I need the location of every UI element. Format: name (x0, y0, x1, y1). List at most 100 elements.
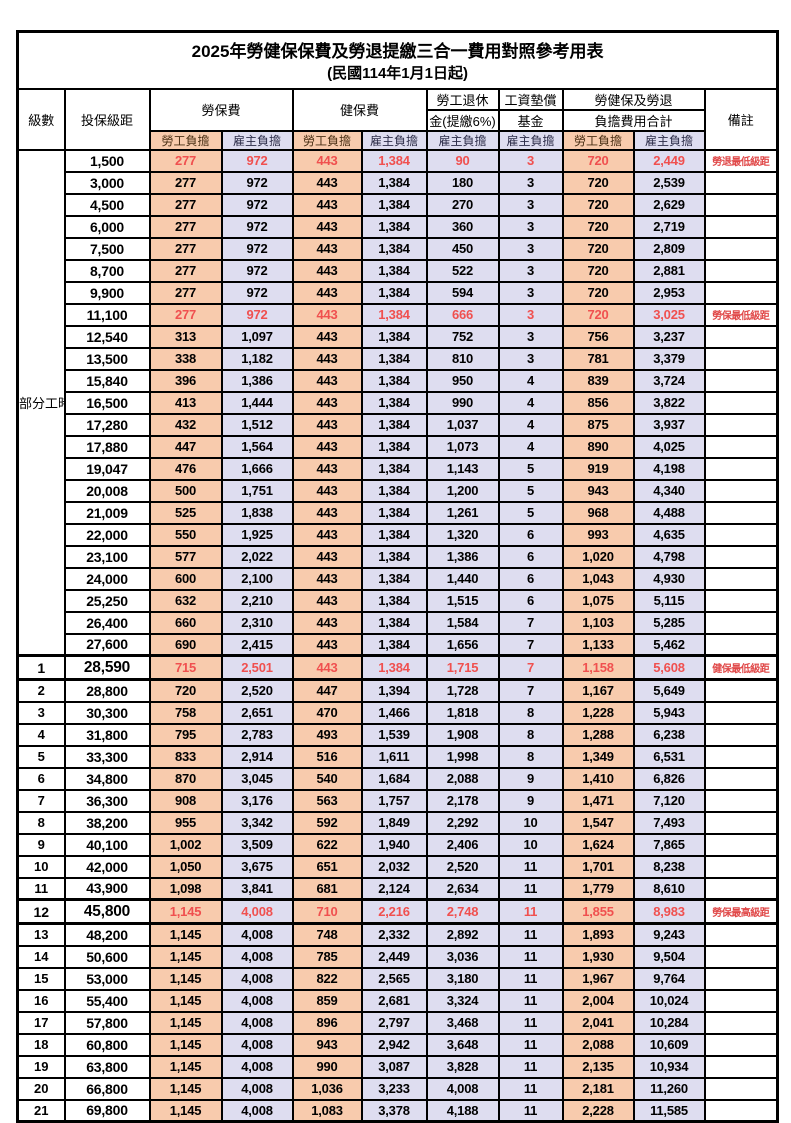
value-cell: 1,384 (360, 588, 428, 613)
value-cell: 1,940 (360, 832, 428, 857)
remark-cell (703, 1010, 779, 1035)
value-cell: 443 (291, 522, 363, 547)
value-cell: 1,394 (360, 678, 428, 703)
value-cell: 10 (497, 810, 564, 835)
value-cell: 681 (291, 876, 363, 901)
value-cell: 493 (291, 722, 363, 747)
col-header-wage-fund-line1: 工資墊償 (497, 87, 564, 111)
table-row: 11 43,900 1,098 3,841 681 2,124 2,634 11 1,779 8,… (16, 876, 779, 901)
value-cell: 1,624 (561, 832, 635, 857)
remark-cell (703, 1098, 779, 1123)
value-cell: 443 (291, 632, 363, 657)
table-row: 7 36,300 908 3,176 563 1,757 2,178 9 1,471 7,120 (16, 788, 779, 813)
value-cell: 1,751 (220, 478, 294, 503)
value-cell: 990 (425, 390, 500, 415)
bracket-cell: 8,700 (63, 258, 151, 283)
subheader-pension-employer: 雇主負擔 (425, 129, 500, 151)
value-cell: 2,032 (360, 854, 428, 879)
value-cell: 500 (148, 478, 223, 503)
value-cell: 1,384 (360, 412, 428, 437)
value-cell: 1,145 (148, 1010, 223, 1035)
subheader-labor-employer: 雇主負擔 (220, 129, 294, 151)
value-cell: 443 (291, 434, 363, 459)
value-cell: 476 (148, 456, 223, 481)
value-cell: 3 (497, 236, 564, 261)
value-cell: 4,025 (632, 434, 706, 459)
bracket-cell: 7,500 (63, 236, 151, 261)
level-cell: 11 (16, 876, 66, 901)
value-cell: 6 (497, 544, 564, 569)
value-cell: 870 (148, 766, 223, 791)
remark-cell (703, 1032, 779, 1057)
col-header-health-fee: 健保費 (291, 87, 428, 132)
value-cell: 4,008 (220, 922, 294, 947)
value-cell: 313 (148, 324, 223, 349)
value-cell: 1,584 (425, 610, 500, 635)
value-cell: 690 (148, 632, 223, 657)
value-cell: 1,261 (425, 500, 500, 525)
fee-table: 2025年勞健保保費及勞退提繳三合一費用對照參考用表 (民國114年1月1日起)… (16, 30, 780, 1123)
bracket-cell: 53,000 (63, 966, 151, 991)
table-row: 14 50,600 1,145 4,008 785 2,449 3,036 11 1,930 9,… (16, 944, 779, 969)
value-cell: 2,651 (220, 700, 294, 725)
value-cell: 972 (220, 214, 294, 239)
remark-cell (703, 588, 779, 613)
value-cell: 758 (148, 700, 223, 725)
value-cell: 1,515 (425, 588, 500, 613)
value-cell: 2,748 (425, 898, 500, 925)
value-cell: 3,822 (632, 390, 706, 415)
table-row: 4 31,800 795 2,783 493 1,539 1,908 8 1,288 6,238 (16, 722, 779, 747)
table-row: 17,880 447 1,564 443 1,384 1,073 4 890 4,025 (18, 434, 779, 459)
remark-cell (703, 478, 779, 503)
value-cell: 3,180 (425, 966, 500, 991)
value-cell: 972 (220, 258, 294, 283)
remark-cell (703, 522, 779, 547)
value-cell: 447 (291, 678, 363, 703)
value-cell: 4,008 (425, 1076, 500, 1101)
value-cell: 1,145 (148, 966, 223, 991)
value-cell: 443 (291, 588, 363, 613)
remark-cell (703, 1054, 779, 1079)
value-cell: 1,075 (561, 588, 635, 613)
value-cell: 972 (220, 148, 294, 173)
value-cell: 443 (291, 346, 363, 371)
bracket-cell: 57,800 (63, 1010, 151, 1035)
value-cell: 1,083 (291, 1098, 363, 1123)
table-row: 17 57,800 1,145 4,008 896 2,797 3,468 11 2,041 10… (16, 1010, 779, 1035)
value-cell: 1,384 (360, 522, 428, 547)
remark-cell (703, 412, 779, 437)
bracket-cell: 12,540 (63, 324, 151, 349)
value-cell: 4,008 (220, 1076, 294, 1101)
page-subtitle: (民國114年1月1日起) (327, 64, 468, 82)
value-cell: 11 (497, 922, 564, 947)
bracket-cell: 11,100 (63, 302, 151, 327)
value-cell: 2,681 (360, 988, 428, 1013)
value-cell: 1,384 (360, 192, 428, 217)
level-cell: 3 (16, 700, 66, 725)
value-cell: 8,238 (632, 854, 706, 879)
table-row: 26,400 660 2,310 443 1,384 1,584 7 1,103 5,285 (18, 610, 779, 635)
value-cell: 2,634 (425, 876, 500, 901)
value-cell: 4 (497, 368, 564, 393)
value-cell: 8 (497, 744, 564, 769)
value-cell: 6,238 (632, 722, 706, 747)
value-cell: 443 (291, 412, 363, 437)
value-cell: 90 (425, 148, 500, 173)
bracket-cell: 21,009 (63, 500, 151, 525)
value-cell: 720 (561, 302, 635, 327)
value-cell: 3,087 (360, 1054, 428, 1079)
value-cell: 11 (497, 1076, 564, 1101)
value-cell: 1,002 (148, 832, 223, 857)
value-cell: 2,124 (360, 876, 428, 901)
value-cell: 5,462 (632, 632, 706, 657)
level-cell: 15 (16, 966, 66, 991)
value-cell: 1,539 (360, 722, 428, 747)
value-cell: 7 (497, 632, 564, 657)
table-row: 20 66,800 1,145 4,008 1,036 3,233 4,008 11 2,181… (16, 1076, 779, 1101)
table-row: 15 53,000 1,145 4,008 822 2,565 3,180 11 1,967 9,… (16, 966, 779, 991)
value-cell: 720 (561, 148, 635, 173)
value-cell: 715 (148, 654, 223, 681)
value-cell: 443 (291, 148, 363, 173)
table-row: 6 34,800 870 3,045 540 1,684 2,088 9 1,410 6,826 (16, 766, 779, 791)
value-cell: 1,384 (360, 236, 428, 261)
